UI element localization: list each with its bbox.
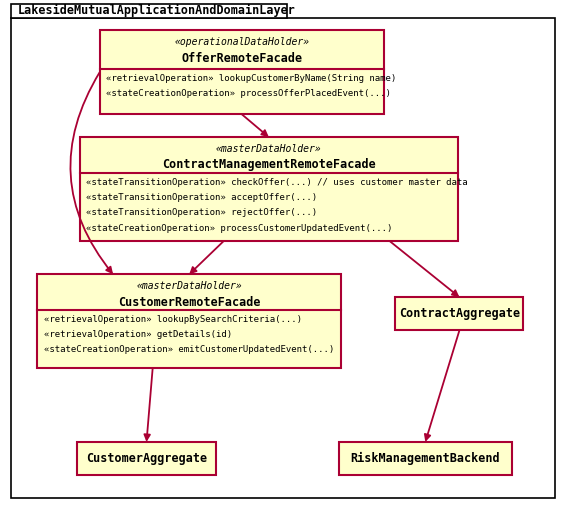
Text: «stateCreationOperation» processCustomerUpdatedEvent(...): «stateCreationOperation» processCustomer… (86, 224, 393, 233)
Text: «stateTransitionOperation» acceptOffer(...): «stateTransitionOperation» acceptOffer(.… (86, 193, 318, 202)
Text: «retrievalOperation» lookupBySearchCriteria(...): «retrievalOperation» lookupBySearchCrite… (44, 315, 302, 324)
Text: «masterDataHolder»: «masterDataHolder» (137, 281, 242, 291)
Bar (395, 297, 523, 330)
Text: «retrievalOperation» lookupCustomerByName(String name): «retrievalOperation» lookupCustomerByNam… (106, 74, 397, 83)
Text: RiskManagementBackend: RiskManagementBackend (351, 452, 500, 465)
Bar (100, 30, 384, 114)
Text: «stateTransitionOperation» rejectOffer(...): «stateTransitionOperation» rejectOffer(.… (86, 208, 318, 217)
Text: CustomerRemoteFacade: CustomerRemoteFacade (118, 296, 261, 309)
Bar (11, 4, 287, 18)
Text: «masterDataHolder»: «masterDataHolder» (216, 144, 321, 154)
Text: «stateCreationOperation» processOfferPlacedEvent(...): «stateCreationOperation» processOfferPla… (106, 89, 391, 98)
Text: «retrievalOperation» getDetails(id): «retrievalOperation» getDetails(id) (44, 330, 232, 339)
Bar (37, 274, 341, 368)
Bar (77, 442, 216, 475)
Text: CustomerAggregate: CustomerAggregate (86, 452, 207, 465)
Text: OfferRemoteFacade: OfferRemoteFacade (182, 52, 302, 65)
Text: «operationalDataHolder»: «operationalDataHolder» (174, 37, 310, 47)
Text: ContractAggregate: ContractAggregate (399, 307, 520, 320)
Bar (80, 137, 458, 241)
Bar (339, 442, 512, 475)
Text: «stateCreationOperation» emitCustomerUpdatedEvent(...): «stateCreationOperation» emitCustomerUpd… (44, 345, 334, 355)
Text: «stateTransitionOperation» checkOffer(...) // uses customer master data: «stateTransitionOperation» checkOffer(..… (86, 178, 468, 187)
Text: LakesideMutualApplicationAndDomainLayer: LakesideMutualApplicationAndDomainLayer (18, 4, 296, 17)
Text: ContractManagementRemoteFacade: ContractManagementRemoteFacade (162, 158, 376, 172)
